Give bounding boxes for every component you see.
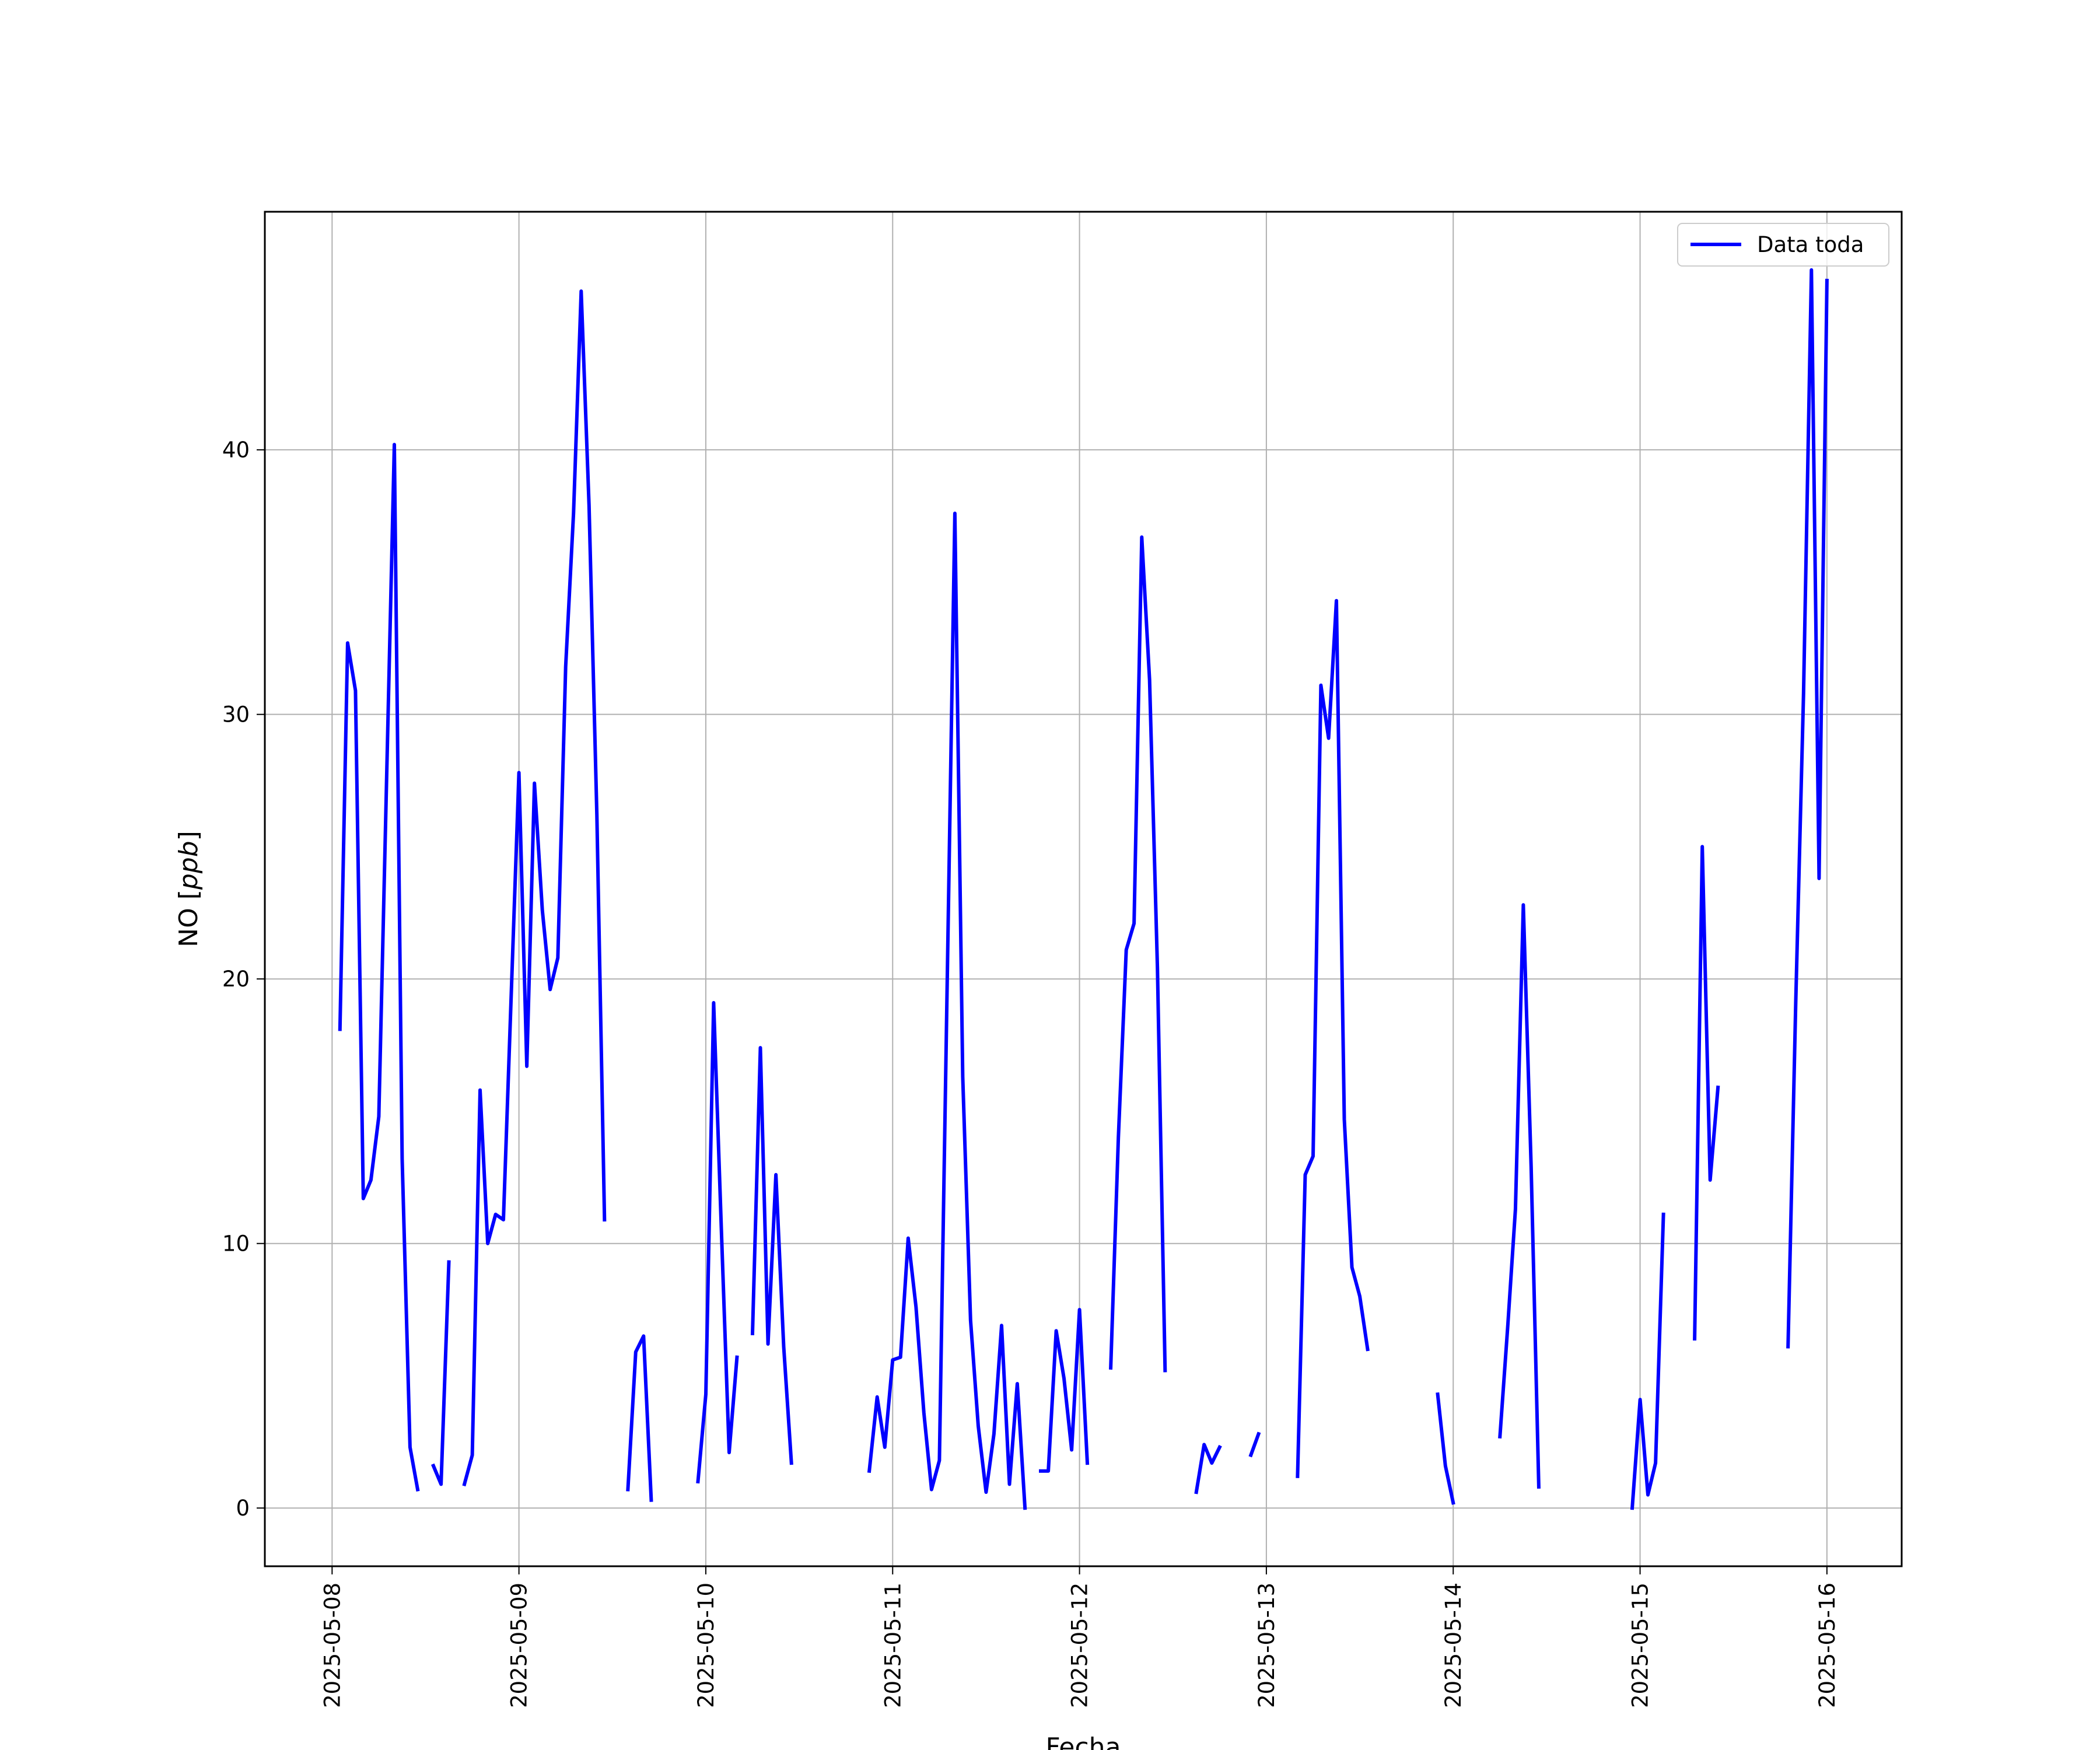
series-line-segment [1498,903,1541,1489]
x-tick-label: 2025-05-11 [880,1583,905,1708]
legend-box [1677,223,1889,267]
series-line-segment [430,1260,451,1486]
series-line-segment [696,1001,739,1484]
series-line-segment [1039,1308,1090,1473]
series-line-segment [1194,1443,1222,1494]
series-line-segment [1630,1212,1665,1510]
x-tick-label: 2025-05-09 [507,1583,532,1708]
series-line-segment [1248,1432,1261,1458]
x-tick-label: 2025-05-12 [1068,1583,1093,1708]
series-line-segment [1296,598,1370,1478]
x-axis-label: Fecha [1045,1732,1121,1750]
plot-frame [264,211,1903,1567]
x-tick-label: 2025-05-16 [1815,1583,1840,1708]
y-tick-label: 10 [222,1231,250,1256]
legend: Data toda [1677,223,1889,267]
series-line-segment [626,1334,653,1502]
x-tick-label: 2025-05-08 [320,1583,345,1708]
series-line-segment [1693,845,1720,1341]
series-line-segment [1436,1392,1455,1505]
series-line-segment [867,512,1027,1510]
x-tick-label: 2025-05-13 [1254,1583,1279,1708]
legend-label: Data toda [1757,232,1864,257]
axis-ticks: 2025-05-08 2025-05-09 2025-05-10 2025-05-11… [222,438,1840,1708]
series-line-segment [462,289,607,1487]
x-tick-label: 2025-05-15 [1628,1583,1653,1708]
series-line-segment [1109,535,1167,1373]
series-layer [338,268,1829,1510]
y-tick-label: 20 [222,967,250,992]
y-tick-label: 0 [236,1496,250,1521]
x-tick-label: 2025-05-14 [1441,1583,1466,1708]
grid [265,212,1902,1566]
y-tick-label: 40 [222,438,250,463]
series-line-segment [1786,268,1829,1349]
series-line-segment [750,1046,793,1465]
y-axis-label: NO [ppb] [174,831,204,947]
x-tick-label: 2025-05-10 [694,1583,719,1708]
y-tick-label: 30 [222,702,250,727]
series-line-segment [338,443,420,1492]
